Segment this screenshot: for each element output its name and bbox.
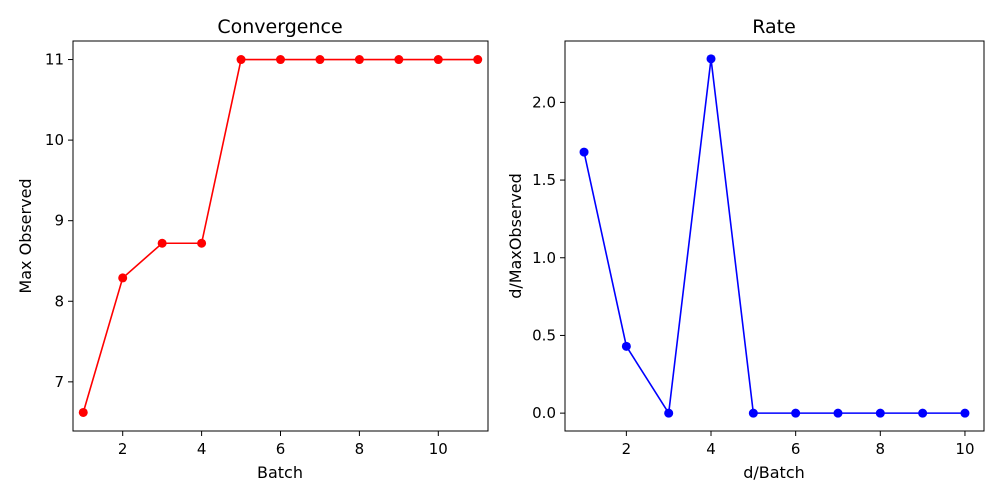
- convergence-data-point: [78, 407, 88, 417]
- convergence-title: Convergence: [217, 16, 342, 38]
- rate-title: Rate: [752, 16, 796, 38]
- rate-y-tick-label: 2.0: [532, 93, 556, 111]
- rate-y-tick-label: 0.0: [532, 404, 556, 422]
- convergence-data-point: [157, 238, 167, 248]
- convergence-data-point: [315, 55, 325, 65]
- convergence-series-line: [82, 58, 478, 413]
- convergence-data-point: [236, 55, 246, 65]
- rate-data-point: [621, 341, 631, 351]
- rate-x-tick-label: 2: [622, 440, 632, 458]
- convergence-xlabel: Batch: [257, 463, 303, 482]
- convergence-data-point: [394, 55, 404, 65]
- convergence-data-point: [473, 55, 483, 65]
- convergence-axes-frame: [72, 40, 489, 432]
- rate-data-point: [579, 147, 589, 157]
- rate-series-line: [583, 58, 965, 416]
- rate-y-tick-label: 1.5: [532, 171, 556, 189]
- convergence-x-tick-label: 4: [197, 440, 207, 458]
- convergence-ylabel: Max Observed: [16, 178, 35, 293]
- rate-xlabel: d/Batch: [743, 463, 805, 482]
- rate-axes-frame: [564, 40, 985, 432]
- rate-data-point: [960, 408, 970, 418]
- rate-data-point: [918, 408, 928, 418]
- rate-y-tick-label: 1.0: [532, 249, 556, 267]
- rate-data-point: [748, 408, 758, 418]
- convergence-y-tick-label: 7: [54, 373, 64, 391]
- convergence-y-tick-label: 9: [54, 212, 64, 230]
- convergence-y-tick-label: 11: [45, 51, 64, 69]
- rate-data-point: [833, 408, 843, 418]
- convergence-data-point: [433, 55, 443, 65]
- convergence-y-tick-label: 10: [45, 131, 64, 149]
- rate-data-point: [706, 54, 716, 64]
- convergence-x-tick-label: 10: [429, 440, 448, 458]
- convergence-x-tick-label: 2: [118, 440, 128, 458]
- convergence-x-tick-label: 8: [355, 440, 365, 458]
- rate-data-point: [875, 408, 885, 418]
- rate-panel: Rate d/Batch d/MaxObserved 2 4 6 8 10 0.0 0.5 1…: [506, 16, 985, 482]
- rate-data-point: [791, 408, 801, 418]
- convergence-data-point: [276, 55, 285, 65]
- rate-y-tick-label: 0.5: [532, 326, 556, 344]
- rate-ylabel: d/MaxObserved: [506, 173, 525, 299]
- convergence-data-point: [118, 273, 128, 283]
- convergence-x-tick-label: 6: [276, 440, 286, 458]
- rate-x-tick-label: 6: [791, 440, 801, 458]
- convergence-data-point: [354, 55, 364, 65]
- rate-data-point: [664, 408, 674, 418]
- rate-x-tick-label: 4: [706, 440, 716, 458]
- rate-x-tick-label: 10: [955, 440, 974, 458]
- convergence-y-tick-label: 8: [54, 292, 64, 310]
- rate-x-tick-label: 8: [876, 440, 886, 458]
- convergence-data-point: [197, 238, 207, 248]
- convergence-panel: Convergence Batch Max Observed 2 4 6 8 10 7 8 9…: [16, 16, 489, 482]
